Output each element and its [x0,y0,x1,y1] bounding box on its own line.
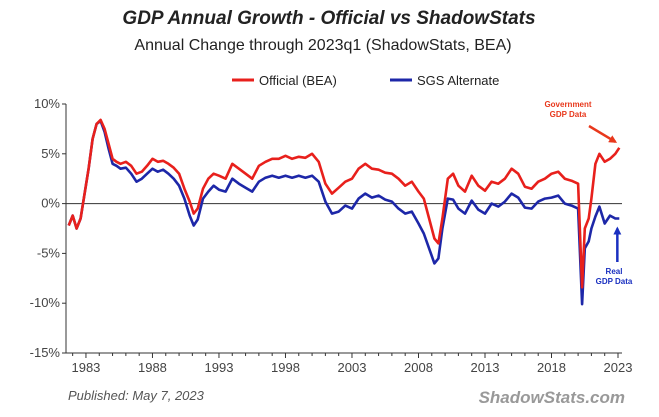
y-tick-label: 0% [41,196,60,211]
government-gdp-label-line: GDP Data [550,110,587,119]
legend-label-1: SGS Alternate [417,73,499,88]
real-gdp-label-line: Real [606,267,623,276]
axes: -15% -10% -5% 0% 5% 10% 1983 1988 1993 1998 2003 20… [30,96,633,375]
published-date: Published: May 7, 2023 [68,388,205,403]
y-tick-label: 5% [41,146,60,161]
real-gdp-label-line: GDP Data [596,277,633,286]
chart-title: GDP Annual Growth - Official vs ShadowSt… [122,8,535,29]
x-tick-label: 2013 [471,360,500,375]
x-tick-label: 1983 [71,360,100,375]
x-tick-label: 1993 [205,360,234,375]
x-tick-label: 1998 [271,360,300,375]
government-gdp-arrow [588,124,618,143]
x-tick-label: 1988 [138,360,167,375]
y-tick-label: -5% [37,245,61,260]
legend: Official (BEA) SGS Alternate [232,73,499,88]
shadowstats-brand: ShadowStats.com [479,388,625,407]
x-tick-label: 2018 [537,360,566,375]
sgs-alternate-line [67,119,620,306]
real-gdp-label: Real GDP Data [596,267,633,286]
government-gdp-label: Government GDP Data [544,100,591,119]
legend-label-0: Official (BEA) [259,73,337,88]
government-gdp-label-line: Government [544,100,591,109]
y-tick-label: 10% [34,96,60,111]
chart-subtitle: Annual Change through 2023q1 (ShadowStat… [134,37,511,54]
series-lines [67,118,621,306]
official-bea-line [67,118,621,289]
x-tick-label: 2008 [404,360,433,375]
x-tick-label: 2003 [338,360,367,375]
x-tick-label: 2023 [604,360,633,375]
y-tick-label: -10% [30,295,61,310]
y-tick-label: -15% [30,345,61,360]
